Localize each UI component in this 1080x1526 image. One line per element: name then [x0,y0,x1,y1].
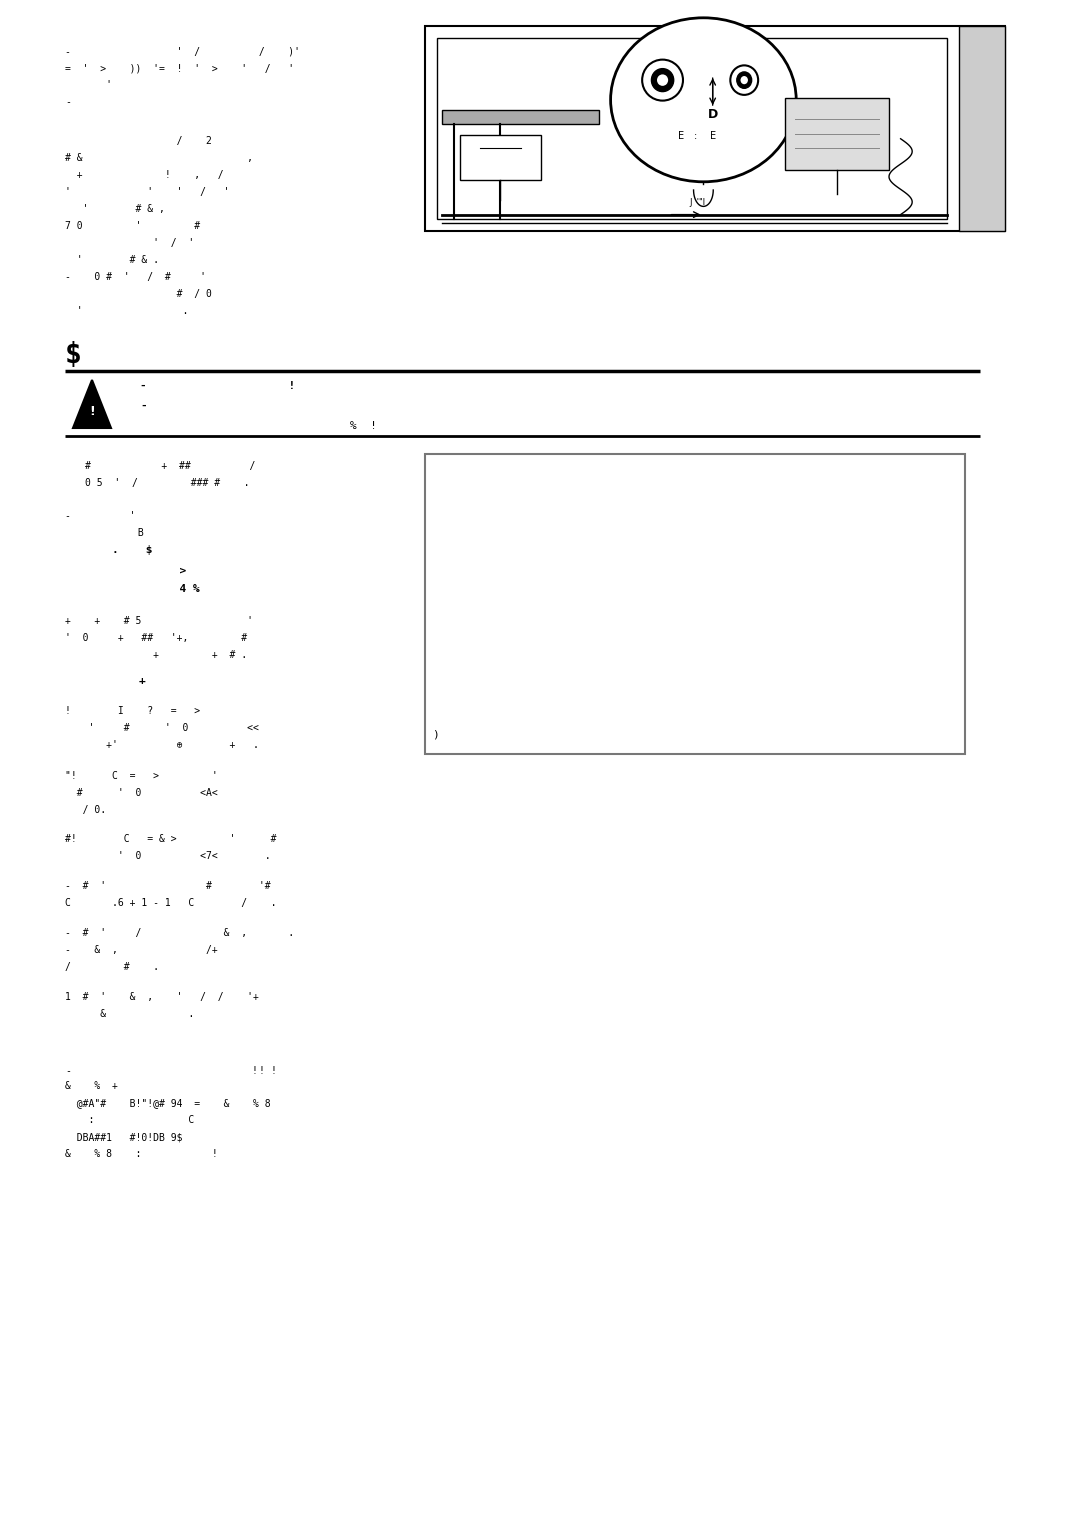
Text: #!        C   = & >         '      #: #! C = & > ' # [65,835,276,844]
Bar [436,38,947,218]
Text: #  / 0: # / 0 [65,288,212,299]
Text: &    % 8    :            !: & % 8 : ! [65,1149,218,1160]
Text: %  !: % ! [350,421,377,430]
Text: 4 %: 4 % [85,584,200,594]
Text: #      '  0          <A<: # ' 0 <A< [65,787,218,798]
Text: =  '  >    ))  '=  !  '  >    '   /   ': = ' > )) '= ! ' > ' / ' [65,63,294,73]
Text: !: ! [90,404,95,418]
Text: DBA##1   #!0!DB 9$: DBA##1 #!0!DB 9$ [65,1132,183,1141]
Text: /    2: / 2 [65,136,212,146]
Text: 7 0         '         #: 7 0 ' # [65,221,200,230]
Text: -  #  '     /              &  ,       .: - # ' / & , . [65,928,294,938]
Ellipse shape [737,72,752,89]
Text: #            +  ##          /: # + ## / [85,461,255,472]
Text: -    &  ,               /+: - & , /+ [65,945,218,955]
Bar [426,26,1005,230]
Text: -                               $!$! !: - $!$! ! [65,1064,275,1076]
Text: E: E [710,131,716,140]
Text: # &                            ,: # & , [65,153,253,163]
Text: -          ': - ' [65,511,135,520]
Text: E: E [678,131,685,140]
Text: ': ' [65,79,112,90]
Ellipse shape [651,69,674,92]
Text: -    0 #  '   /  #     ': - 0 # ' / # ' [65,272,206,282]
Text: 0 5  '  /         ### #    .: 0 5 ' / ### # . [85,478,249,488]
Bar [959,26,1005,230]
Text: '     #      '  0          <<: ' # ' 0 << [65,723,259,732]
Text: :: : [694,131,698,140]
Text: -: - [140,401,147,410]
Text: +         +  # .: + + # . [65,650,247,661]
Text: /         #    .: / # . [65,961,159,972]
Text: -: - [65,98,71,107]
Text: '             '    '   /   ': ' ' ' / ' [65,188,229,197]
Text: '  /  ': ' / ' [65,238,194,249]
Text: +: + [85,676,146,687]
Text: ): ) [433,729,437,739]
Text: :                C: : C [65,1116,194,1125]
Text: '        # & .: ' # & . [65,255,159,266]
Text: .    $: . $ [85,545,152,555]
Text: J  '"l: J '"l [689,198,705,208]
Bar [784,98,889,169]
Text: -  #  '                 #        '#: - # ' # '# [65,881,271,891]
Ellipse shape [657,75,669,85]
Text: / 0.: / 0. [65,806,106,815]
Bar [426,455,966,754]
Text: +'          ⊕        +   .: +' ⊕ + . [65,740,259,749]
Bar [443,110,599,125]
Text: D: D [707,108,718,121]
Text: @#A"#    B!"!@# 94  =    &    % 8: @#A"# B!"!@# 94 = & % 8 [65,1099,271,1108]
Text: -                  '  /          /    )': - ' / / )' [65,46,300,56]
Text: '  0     +   ##   '+,         #: ' 0 + ## '+, # [65,633,247,642]
Text: '  0          <7<        .: ' 0 <7< . [65,852,271,861]
Text: +    +    # 5                  ': + + # 5 ' [65,617,253,626]
Text: "!      C  =   >         ': "! C = > ' [65,771,218,781]
Text: -                     !: - ! [140,382,295,391]
Text: &              .: & . [65,1009,194,1019]
Text: &    %  +: & % + [65,1080,118,1091]
Ellipse shape [610,18,796,182]
Text: +              !    ,   /: + ! , / [65,169,224,180]
Text: 1  #  '    &  ,    '   /  /    '+: 1 # ' & , ' / / '+ [65,992,259,1003]
Bar [460,134,541,180]
Text: B: B [85,528,144,539]
Text: '                 .: ' . [65,307,188,316]
Text: !        I    ?   =   >: ! I ? = > [65,707,200,716]
Text: $: $ [65,340,82,369]
Text: C       .6 + 1 - 1   C        /    .: C .6 + 1 - 1 C / . [65,897,276,908]
Text: '        # & ,: ' # & , [65,204,165,214]
Text: >: > [85,566,186,575]
Ellipse shape [741,76,748,84]
Polygon shape [73,380,111,427]
